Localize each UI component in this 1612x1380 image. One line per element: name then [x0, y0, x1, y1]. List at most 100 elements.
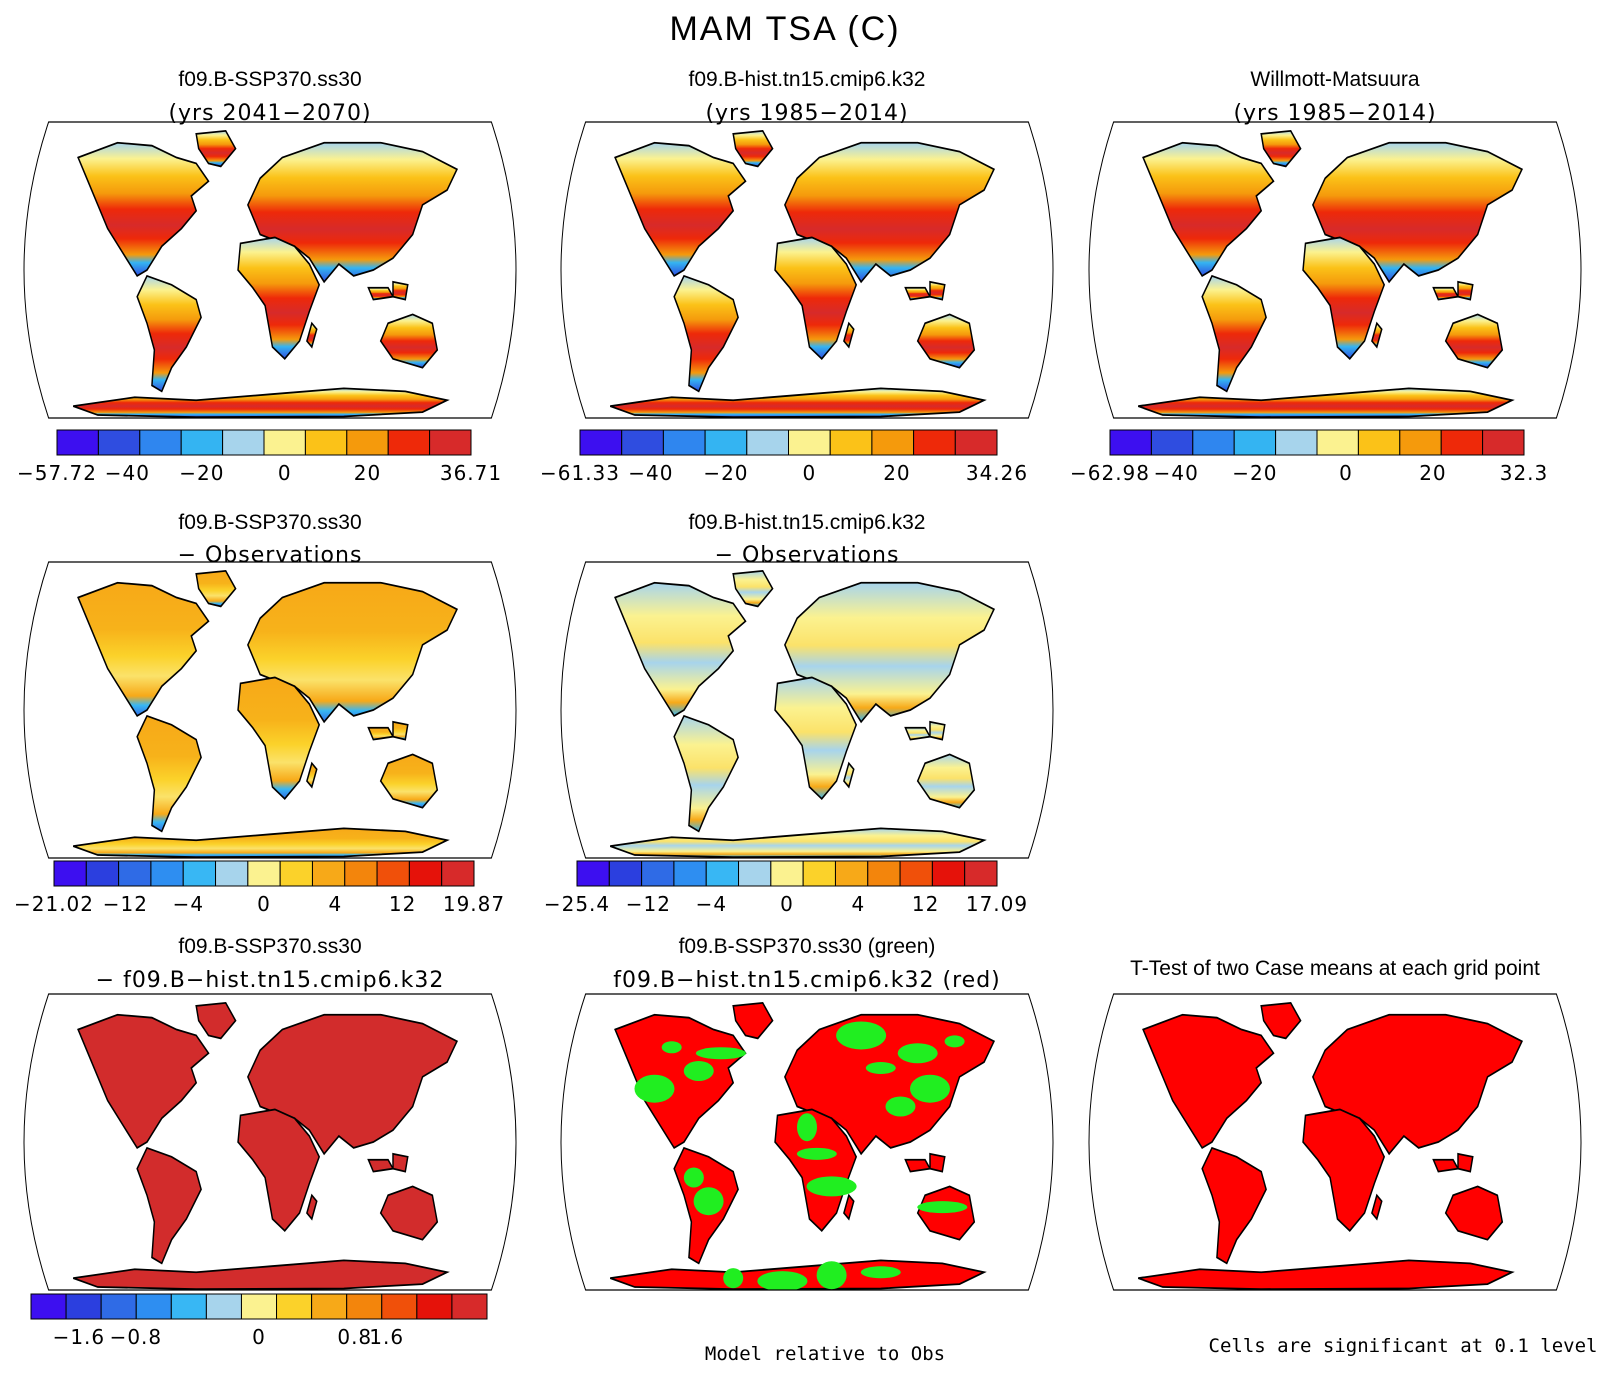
colorbar-bin	[1357, 429, 1401, 456]
colorbar-tick-label: 4	[329, 892, 343, 916]
green-patch	[757, 1271, 808, 1290]
green-patch	[806, 1176, 857, 1197]
colorbar-tick-label: −4	[696, 892, 727, 916]
panel-title: T-Test of two Case means at each grid po…	[1130, 957, 1540, 980]
colorbar-bin	[387, 429, 431, 456]
colorbar-tick-label: −1.6	[53, 1325, 106, 1349]
colorbar-tick-label: −20	[1232, 461, 1277, 485]
panel-title: f09.B-hist.tn15.cmip6.k32	[689, 511, 926, 534]
colorbar-bin	[738, 860, 772, 887]
green-patch	[634, 1074, 675, 1103]
colorbar-tick-label: 32.3	[1500, 461, 1549, 485]
colorbar-tick-label: −4	[173, 892, 204, 916]
colorbar-bin	[802, 860, 836, 887]
colorbar: −61.33 −40 −20 0 20 34.26	[540, 429, 1028, 485]
colorbar-bin	[964, 860, 998, 887]
colorbar-bin	[97, 429, 141, 456]
colorbar-bin	[788, 429, 831, 456]
continents	[1138, 1003, 1522, 1289]
colorbar-bin	[346, 1293, 383, 1320]
colorbar-bin	[85, 860, 120, 887]
map-field	[1138, 131, 1522, 417]
colorbar-tick-label: −40	[1154, 461, 1199, 485]
map-panel-7: f09.B-SSP370.ss30 (green) f09.B−hist.tn15…	[561, 935, 1053, 1291]
green-patch	[836, 1021, 887, 1050]
continents	[73, 571, 457, 857]
colorbar-bin	[621, 429, 664, 456]
map-field	[73, 1003, 457, 1289]
colorbar-bin	[247, 860, 281, 887]
map-panel-5: f09.B-hist.tn15.cmip6.k32 − Observations −…	[544, 511, 1053, 916]
green-patch	[797, 1113, 817, 1142]
map-field	[73, 571, 457, 857]
colorbar-bin	[135, 1293, 172, 1320]
map-field	[1138, 1003, 1522, 1289]
panel-title: f09.B-SSP370.ss30	[178, 511, 361, 534]
colorbar-tick-label: 0	[257, 892, 271, 916]
colorbar-bin	[608, 860, 643, 887]
colorbar-bin	[100, 1293, 137, 1320]
figure-title: MAM TSA (C)	[669, 10, 900, 48]
model-relative-note: Model relative to Obs	[705, 1343, 945, 1365]
colorbar-bin	[376, 860, 410, 887]
colorbar-bin	[344, 860, 378, 887]
colorbar-tick-label: −40	[105, 461, 150, 485]
colorbar-bin	[746, 429, 789, 456]
colorbar-bin	[576, 860, 610, 887]
colorbar-bin	[662, 429, 706, 456]
colorbar-bin	[240, 1293, 278, 1320]
colorbar-tick-label: 34.26	[966, 461, 1028, 485]
colorbar-bin	[1399, 429, 1442, 456]
colorbar-tick-label: 1.6	[369, 1325, 404, 1349]
colorbar-bin	[215, 860, 249, 887]
colorbar: −62.98 −40 −20 0 20 32.3	[1070, 429, 1549, 485]
map-panel-1: f09.B-SSP370.ss30(yrs 2041−2070)−57.72 −4…	[17, 68, 516, 485]
colorbar: −57.72 −40 −20 0 20 36.71	[17, 429, 502, 485]
colorbar-tick-label: 17.09	[966, 892, 1028, 916]
green-patch	[693, 1187, 724, 1216]
panel-title: f09.B-hist.tn15.cmip6.k32	[689, 68, 926, 91]
green-patch	[796, 1147, 837, 1160]
colorbar-tick-label: −62.98	[1070, 461, 1150, 485]
map-panel-4: f09.B-SSP370.ss30 − Observations −21.02 −12…	[14, 511, 516, 916]
green-patch	[897, 1043, 938, 1064]
colorbar: −1.6 −0.8 0 0.81.6	[30, 1293, 488, 1349]
colorbar-tick-label: 0	[252, 1325, 266, 1349]
colorbar-bin	[56, 429, 99, 456]
colorbar-bin	[899, 860, 933, 887]
colorbar-bin	[1482, 429, 1525, 456]
green-patch	[910, 1074, 950, 1103]
colorbar-tick-label: −57.72	[17, 461, 97, 485]
colorbar-bin	[871, 429, 915, 456]
colorbar-bin	[279, 860, 313, 887]
colorbar-bin	[579, 429, 623, 456]
colorbar-bin	[1150, 429, 1194, 456]
map-field	[610, 1003, 994, 1290]
colorbar-tick-label: 0	[1339, 461, 1353, 485]
map-field	[73, 131, 457, 417]
continents	[1138, 131, 1522, 417]
colorbar-bin	[381, 1293, 418, 1320]
green-patch	[695, 1047, 746, 1060]
continents	[610, 131, 994, 417]
colorbar-bin	[954, 429, 998, 456]
colorbar-tick-label: −20	[179, 461, 224, 485]
map-field	[610, 131, 994, 417]
significance-note: Cells are significant at 0.1 level	[1209, 1335, 1598, 1357]
map-panel-2: f09.B-hist.tn15.cmip6.k32(yrs 1985−2014)…	[540, 68, 1053, 485]
colorbar-tick-label: 36.71	[440, 461, 502, 485]
colorbar-bin	[222, 429, 265, 456]
colorbar-tick-label: −20	[703, 461, 748, 485]
green-patch	[944, 1035, 965, 1048]
colorbar-bin	[311, 860, 346, 887]
colorbar-bin	[1233, 429, 1277, 456]
map-panel-8: T-Test of two Case means at each grid po…	[1089, 957, 1581, 1290]
panel-subtitle: − Observations	[715, 543, 900, 568]
colorbar-bin	[30, 1293, 67, 1320]
panel-title: f09.B-SSP370.ss30	[178, 68, 361, 91]
colorbar-bin	[263, 429, 306, 456]
colorbar-bin	[1192, 429, 1235, 456]
colorbar-bin	[276, 1293, 313, 1320]
colorbar-tick-label: −61.33	[540, 461, 620, 485]
